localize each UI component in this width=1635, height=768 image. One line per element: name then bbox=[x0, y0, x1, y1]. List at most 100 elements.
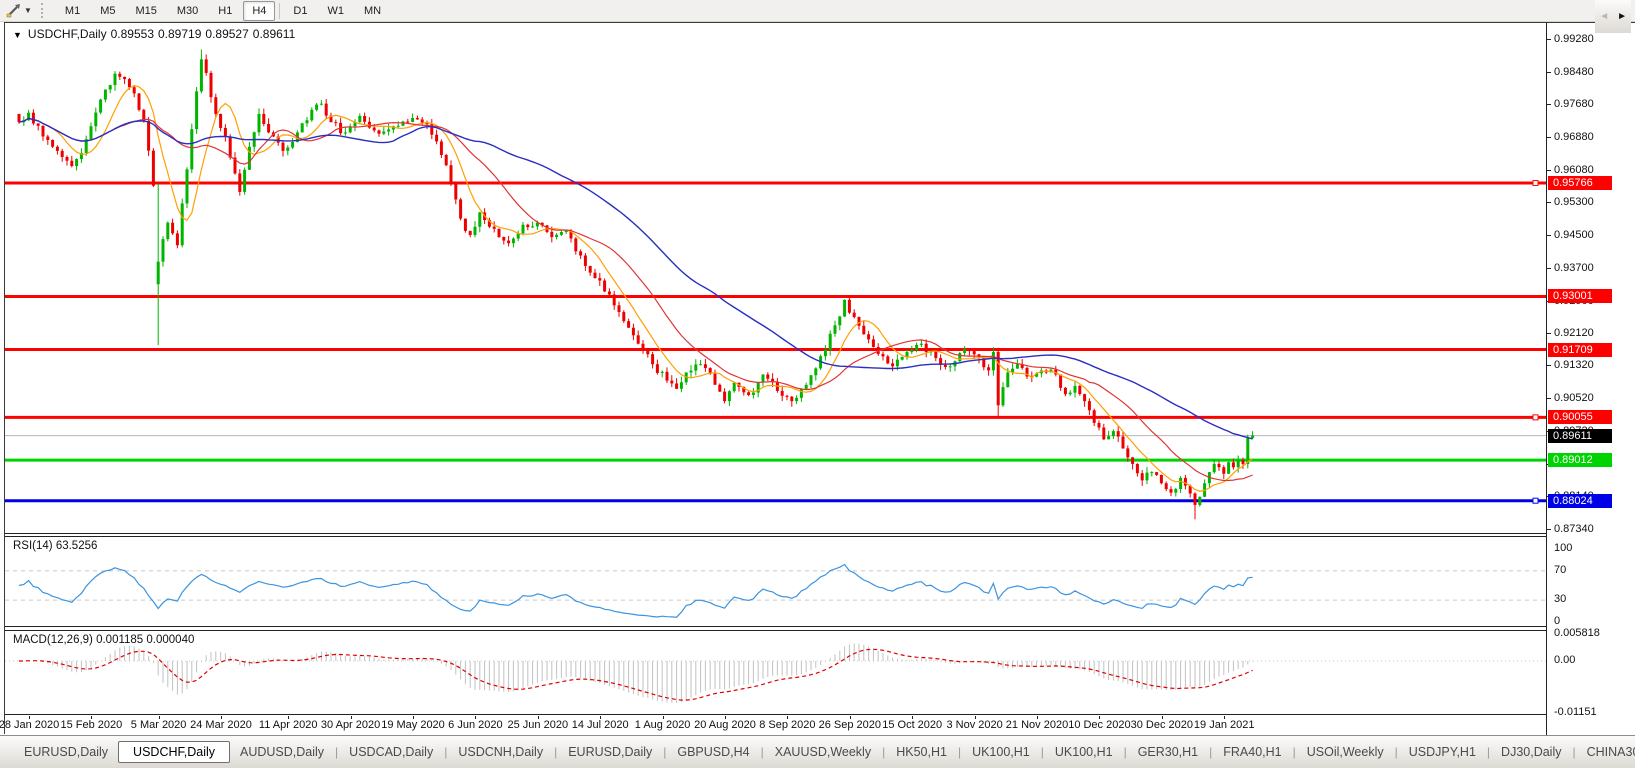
time-tick-label: 15 Feb 2020 bbox=[60, 719, 123, 731]
time-tick-label: 24 Mar 2020 bbox=[190, 719, 252, 731]
chart-tab-EURUSD-Daily[interactable]: EURUSD,Daily bbox=[568, 745, 653, 759]
timeframe-button-M30[interactable]: M30 bbox=[176, 4, 199, 17]
rsi-axis-label: 100 bbox=[1554, 542, 1573, 554]
level-price-label: 0.95766 bbox=[1548, 176, 1612, 191]
chart-tab-CHINA300-H1[interactable]: CHINA300,H1 bbox=[1586, 745, 1635, 759]
timeframe-buttons: M1 M5 M15 M30 H1 H4 D1 W1 MN bbox=[55, 0, 391, 21]
time-axis[interactable]: 28 Jan 2020 15 Feb 2020 5 Mar 2020 24 Mar 2… bbox=[0, 716, 1546, 735]
chart-tab-FRA40-H1[interactable]: FRA40,H1 bbox=[1223, 745, 1282, 759]
time-tick bbox=[537, 716, 539, 719]
level-price-label: 0.88024 bbox=[1548, 493, 1612, 508]
price-tick-label: 0.92120 bbox=[1554, 326, 1594, 339]
chart-tab-USDCHF-Daily[interactable]: USDCHF,Daily bbox=[118, 741, 230, 763]
price-tick-label: 0.94500 bbox=[1554, 228, 1594, 241]
collapse-triangle-icon[interactable]: ▼ bbox=[13, 30, 22, 40]
time-tick bbox=[974, 716, 976, 719]
price-tick bbox=[1547, 528, 1551, 530]
chart-tab-EURUSD-Daily[interactable]: EURUSD,Daily bbox=[24, 745, 109, 759]
tab-scroll-arrows: ◄ ► bbox=[1595, 0, 1631, 33]
time-tick-label: 11 Apr 2020 bbox=[258, 719, 318, 731]
time-tick-label: 30 Apr 2020 bbox=[320, 719, 381, 731]
tab-separator: | bbox=[882, 745, 886, 759]
timeframe-button-M15[interactable]: M15 bbox=[135, 4, 157, 17]
chart-tab-UK100-H1[interactable]: UK100,H1 bbox=[1054, 745, 1113, 759]
macd-axis-label: 0.005818 bbox=[1554, 627, 1600, 640]
time-tick bbox=[1099, 716, 1101, 719]
chart-tab-USDCNH-Daily[interactable]: USDCNH,Daily bbox=[458, 745, 544, 759]
tab-separator: | bbox=[1209, 745, 1213, 759]
moving-average-8 bbox=[18, 84, 1253, 492]
chart-tab-XAUUSD-Weekly[interactable]: XAUUSD,Weekly bbox=[774, 745, 872, 759]
chart-tab-HK50-H1[interactable]: HK50,H1 bbox=[896, 745, 947, 759]
time-tick bbox=[725, 716, 726, 719]
time-tick bbox=[1161, 716, 1163, 719]
candlestick-chart-canvas[interactable] bbox=[5, 23, 1546, 533]
rsi-line bbox=[18, 563, 1253, 618]
time-tick-label: 14 Jul 2020 bbox=[571, 719, 629, 731]
time-tick-label: 21 Nov 2020 bbox=[1005, 719, 1069, 731]
time-tick-label: 6 Jun 2020 bbox=[448, 719, 503, 731]
timeframe-button-M1[interactable]: M1 bbox=[64, 4, 81, 17]
chart-tab-USDJPY-H1[interactable]: USDJPY,H1 bbox=[1408, 745, 1476, 759]
chart-tab-DJ30-Daily[interactable]: DJ30,Daily bbox=[1501, 745, 1562, 759]
macd-pane[interactable]: MACD(12,26,9) 0.001185 0.000040 bbox=[5, 630, 1546, 715]
tab-separator: | bbox=[957, 745, 962, 759]
rsi-axis-label: 70 bbox=[1554, 563, 1567, 576]
ohlc-close: 0.89611 bbox=[252, 27, 296, 41]
rsi-axis-label: 30 bbox=[1554, 593, 1567, 606]
chart-tab-AUDUSD-Daily[interactable]: AUDUSD,Daily bbox=[240, 745, 325, 759]
price-pane[interactable] bbox=[5, 23, 1546, 534]
line-handle[interactable] bbox=[1532, 180, 1539, 187]
timeframe-button-D1[interactable]: D1 bbox=[293, 4, 308, 17]
line-handle[interactable] bbox=[1532, 414, 1539, 421]
timeframe-button-W1[interactable]: W1 bbox=[327, 4, 344, 17]
ohlc-low: 0.89527 bbox=[205, 27, 249, 41]
cursor-tool-icon bbox=[6, 4, 20, 18]
price-tick-label: 0.93700 bbox=[1554, 261, 1594, 274]
moving-average-50 bbox=[18, 117, 1253, 440]
chart-cursor-tool-button[interactable]: ▼ bbox=[3, 2, 35, 20]
price-tick-label: 0.90520 bbox=[1554, 392, 1594, 405]
macd-chart-canvas[interactable] bbox=[5, 631, 1546, 714]
time-tick bbox=[600, 716, 602, 719]
tab-scroll-right-icon[interactable]: ► bbox=[1617, 11, 1627, 22]
chart-tab-USOil-Weekly[interactable]: USOil,Weekly bbox=[1306, 745, 1384, 759]
dropdown-caret-icon: ▼ bbox=[24, 6, 32, 15]
tab-separator: | bbox=[1040, 745, 1044, 759]
tab-scroll-left-icon[interactable]: ◄ bbox=[1599, 11, 1610, 22]
rsi-chart-canvas[interactable] bbox=[5, 537, 1546, 626]
timeframe-button-M5[interactable]: M5 bbox=[100, 4, 116, 17]
price-tick-label: 0.97680 bbox=[1554, 98, 1594, 111]
moving-average-20 bbox=[18, 117, 1253, 482]
tab-separator: | bbox=[1292, 745, 1296, 759]
price-tick-label: 0.98480 bbox=[1554, 65, 1594, 78]
time-tick-label: 30 Dec 2020 bbox=[1130, 719, 1193, 731]
chart-tab-GER30-H1[interactable]: GER30,H1 bbox=[1137, 745, 1199, 759]
time-tick bbox=[1037, 716, 1038, 719]
level-price-label: 0.89012 bbox=[1548, 453, 1612, 468]
toolbar-grip[interactable] bbox=[40, 3, 47, 18]
chart-tab-GBPUSD-H4[interactable]: GBPUSD,H4 bbox=[677, 745, 750, 759]
chart-title: ▼ USDCHF,Daily 0.89553 0.89719 0.89527 0.8961… bbox=[13, 27, 299, 41]
chart-tab-UK100-H1[interactable]: UK100,H1 bbox=[972, 745, 1030, 759]
price-tick bbox=[1547, 71, 1551, 73]
macd-axis-label: 0.00 bbox=[1554, 654, 1576, 666]
chart-tab-USDCAD-Daily[interactable]: USDCAD,Daily bbox=[349, 745, 434, 759]
tab-separator: | bbox=[444, 745, 448, 759]
timeframe-toolbar: ▼ M1 M5 M15 M30 H1 H4 D1 W1 MN bbox=[0, 0, 1635, 22]
price-tick bbox=[1547, 365, 1551, 367]
rsi-label: RSI(14) 63.5256 bbox=[13, 540, 98, 552]
time-tick-label: 28 Jan 2020 bbox=[0, 719, 60, 731]
price-axis[interactable]: 0.99280 0.98480 0.97680 0.96880 0.96080 0.953… bbox=[1546, 23, 1635, 735]
timeframe-button-H1[interactable]: H1 bbox=[218, 4, 233, 17]
level-price-label: 0.93001 bbox=[1548, 289, 1612, 304]
rsi-pane[interactable]: RSI(14) 63.5256 bbox=[5, 536, 1546, 627]
price-tick-label: 0.96880 bbox=[1554, 131, 1594, 144]
timeframe-button-MN[interactable]: MN bbox=[363, 4, 382, 17]
line-handle[interactable] bbox=[1532, 497, 1539, 504]
time-tick bbox=[475, 716, 477, 719]
price-tick bbox=[1547, 234, 1551, 236]
timeframe-button-H4[interactable]: H4 bbox=[243, 0, 276, 21]
time-tick-label: 25 Jun 2020 bbox=[507, 719, 569, 731]
